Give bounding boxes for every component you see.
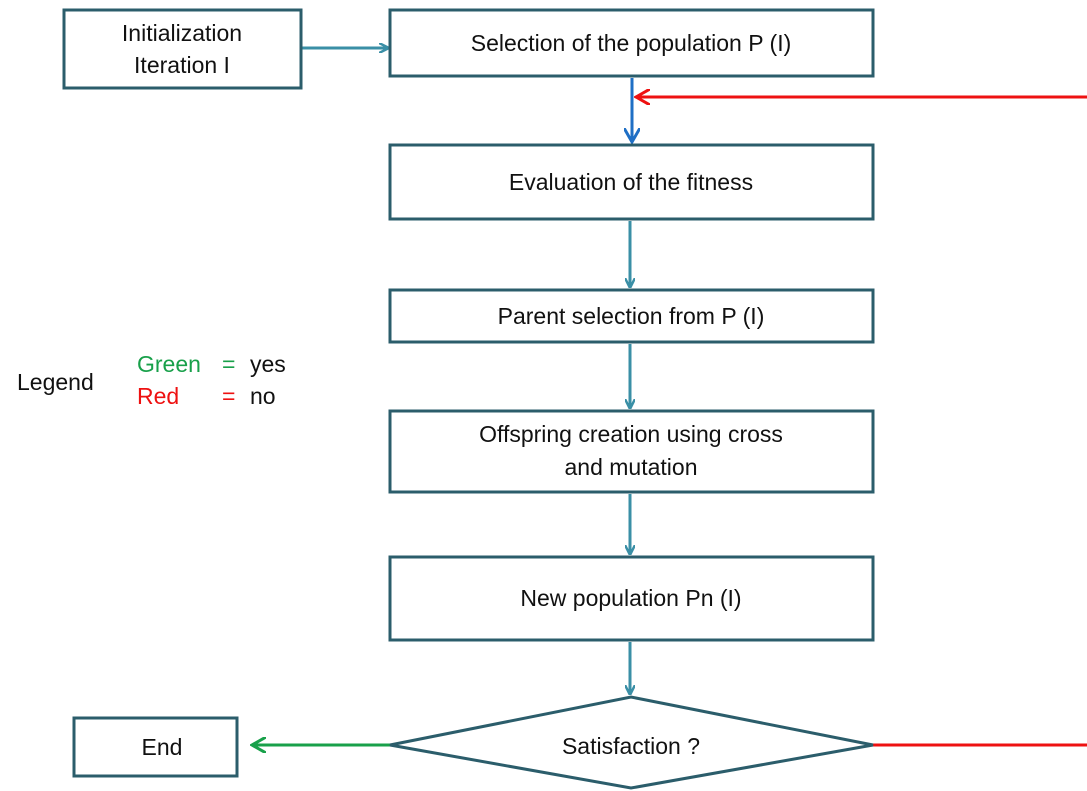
node-label: Evaluation of the fitness [509, 169, 753, 195]
legend-label: Green [137, 351, 201, 377]
legend-sign: = [222, 383, 235, 409]
decision-diamond [389, 695, 874, 790]
legend-title: Legend [17, 369, 94, 395]
node-label: and mutation [565, 454, 698, 480]
node-label: New population Pn (I) [520, 585, 741, 611]
legend-meaning: no [250, 383, 276, 409]
node-box [388, 8, 875, 78]
node-label: Offspring creation using cross [479, 421, 783, 447]
node-box [388, 409, 875, 494]
node-label: Iteration I [134, 52, 230, 78]
node-box [388, 555, 875, 642]
node-label: Parent selection from P (I) [498, 303, 765, 329]
node-box [388, 288, 875, 344]
node-box [62, 8, 303, 90]
node-label: Selection of the population P (I) [471, 30, 792, 56]
node-box [72, 716, 239, 778]
legend-sign: = [222, 351, 235, 377]
legend-label: Red [137, 383, 179, 409]
node-label: Initialization [122, 20, 242, 46]
node-label: Satisfaction ? [562, 733, 700, 759]
node-label: End [142, 734, 183, 760]
legend-meaning: yes [250, 351, 286, 377]
node-box [388, 143, 875, 221]
